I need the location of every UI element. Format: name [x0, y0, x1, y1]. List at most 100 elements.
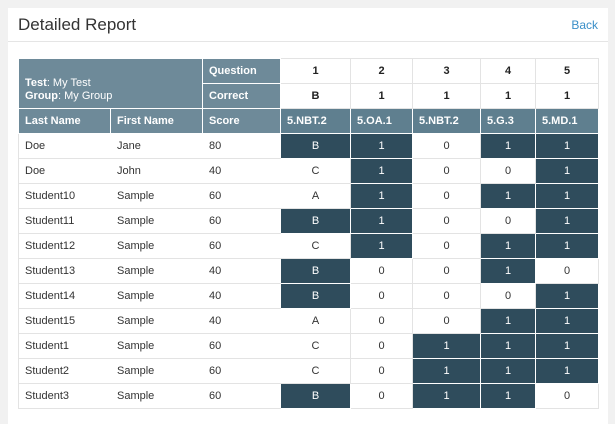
answer-cell: 0 — [412, 258, 481, 284]
answer-cell: B — [280, 383, 351, 409]
answer-cell: 0 — [412, 158, 481, 184]
last-name-cell: Student1 — [18, 333, 111, 359]
answer-cell: C — [280, 333, 351, 359]
question-label: Question — [202, 58, 281, 84]
report-table-wrap: Test: My Test Group: My Group Question 1… — [18, 58, 599, 409]
answer-cell: 1 — [480, 333, 536, 359]
answer-cell: 1 — [535, 158, 599, 184]
test-label: Test — [25, 77, 47, 89]
table-row: Student12 Sample 60 C 1 0 1 1 — [18, 233, 599, 259]
answer-cell: 0 — [480, 283, 536, 309]
last-name-cell: Student11 — [18, 208, 111, 234]
score-cell: 80 — [202, 133, 281, 159]
answer-cell: 1 — [412, 383, 481, 409]
question-number: 2 — [350, 58, 413, 84]
question-number: 1 — [280, 58, 351, 84]
question-number: 5 — [535, 58, 599, 84]
answer-cell: 0 — [350, 333, 413, 359]
correct-row: Correct B 1 1 1 1 — [19, 83, 599, 109]
question-number: 4 — [480, 58, 536, 84]
answer-cell: 0 — [350, 308, 413, 334]
col-standard: 5.NBT.2 — [280, 108, 351, 134]
answer-cell: 1 — [480, 358, 536, 384]
first-name-cell: Sample — [110, 208, 203, 234]
first-name-cell: John — [110, 158, 203, 184]
score-cell: 60 — [202, 233, 281, 259]
last-name-cell: Doe — [18, 158, 111, 184]
answer-cell: C — [280, 358, 351, 384]
table-row: Student10 Sample 60 A 1 0 1 1 — [18, 183, 599, 209]
table-row: Student2 Sample 60 C 0 1 1 1 — [18, 358, 599, 384]
table-row: Student11 Sample 60 B 1 0 0 1 — [18, 208, 599, 234]
answer-cell: B — [280, 133, 351, 159]
first-name-cell: Sample — [110, 383, 203, 409]
answer-cell: 0 — [412, 208, 481, 234]
correct-answer: B — [280, 83, 351, 109]
col-score[interactable]: Score — [202, 108, 281, 134]
col-first-name[interactable]: First Name — [110, 108, 203, 134]
group-value: : My Group — [58, 90, 113, 102]
table-row: Student13 Sample 40 B 0 0 1 0 — [18, 258, 599, 284]
score-cell: 40 — [202, 158, 281, 184]
answer-cell: 0 — [350, 358, 413, 384]
answer-cell: 0 — [412, 283, 481, 309]
table-row: Student15 Sample 40 A 0 0 1 1 — [18, 308, 599, 334]
correct-answer: 1 — [350, 83, 413, 109]
first-name-cell: Sample — [110, 258, 203, 284]
answer-cell: A — [280, 308, 351, 334]
col-standard: 5.MD.1 — [535, 108, 599, 134]
answer-cell: C — [280, 233, 351, 259]
last-name-cell: Student15 — [18, 308, 111, 334]
first-name-cell: Jane — [110, 133, 203, 159]
answer-cell: 1 — [535, 333, 599, 359]
col-standard: 5.NBT.2 — [412, 108, 481, 134]
last-name-cell: Student12 — [18, 233, 111, 259]
answer-cell: 1 — [535, 183, 599, 209]
answer-cell: 1 — [480, 383, 536, 409]
answer-cell: 0 — [535, 383, 599, 409]
answer-cell: 1 — [480, 308, 536, 334]
first-name-cell: Sample — [110, 333, 203, 359]
table-row: Student3 Sample 60 B 0 1 1 0 — [18, 383, 599, 409]
score-cell: 40 — [202, 308, 281, 334]
last-name-cell: Doe — [18, 133, 111, 159]
score-cell: 60 — [202, 183, 281, 209]
test-value: : My Test — [46, 77, 91, 89]
group-label: Group — [25, 90, 58, 102]
last-name-cell: Student2 — [18, 358, 111, 384]
answer-cell: 0 — [412, 183, 481, 209]
question-row: Test: My Test Group: My Group Question 1… — [18, 58, 599, 109]
answer-cell: 0 — [480, 208, 536, 234]
score-cell: 40 — [202, 258, 281, 284]
answer-cell: 1 — [535, 308, 599, 334]
back-link[interactable]: Back — [571, 17, 598, 32]
last-name-cell: Student10 — [18, 183, 111, 209]
last-name-cell: Student3 — [18, 383, 111, 409]
answer-cell: 1 — [412, 333, 481, 359]
page-title: Detailed Report — [18, 14, 137, 34]
col-standard: 5.G.3 — [480, 108, 536, 134]
answer-cell: 0 — [480, 158, 536, 184]
col-last-name[interactable]: Last Name — [18, 108, 111, 134]
answer-cell: 1 — [535, 208, 599, 234]
answer-cell: 0 — [412, 308, 481, 334]
first-name-cell: Sample — [110, 183, 203, 209]
score-cell: 60 — [202, 208, 281, 234]
table-row: Student1 Sample 60 C 0 1 1 1 — [18, 333, 599, 359]
correct-answer: 1 — [535, 83, 599, 109]
student-rows: Doe Jane 80 B 1 0 1 1 Doe John 40 C 1 0 0 1 Student10 Sam… — [18, 133, 599, 409]
first-name-cell: Sample — [110, 233, 203, 259]
table-row: Doe Jane 80 B 1 0 1 1 — [18, 133, 599, 159]
table-row: Doe John 40 C 1 0 0 1 — [18, 158, 599, 184]
last-name-cell: Student14 — [18, 283, 111, 309]
answer-cell: 1 — [350, 208, 413, 234]
score-cell: 60 — [202, 383, 281, 409]
correct-answer: 1 — [480, 83, 536, 109]
answer-cell: 1 — [535, 133, 599, 159]
answer-cell: 1 — [350, 158, 413, 184]
score-cell: 60 — [202, 333, 281, 359]
question-number: 3 — [412, 58, 481, 84]
last-name-cell: Student13 — [18, 258, 111, 284]
answer-cell: 1 — [412, 358, 481, 384]
answer-cell: 0 — [350, 283, 413, 309]
